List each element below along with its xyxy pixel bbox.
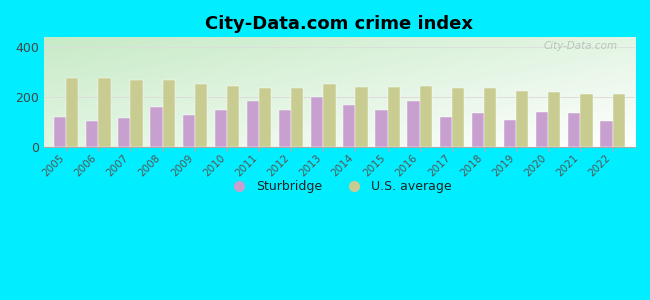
Bar — [54, 117, 66, 147]
Bar — [536, 112, 548, 147]
Bar — [162, 80, 175, 147]
Bar — [279, 110, 291, 147]
Bar — [548, 92, 560, 147]
Bar — [516, 91, 528, 147]
Bar — [195, 84, 207, 147]
Bar — [504, 120, 516, 147]
Bar — [484, 88, 496, 147]
Bar — [66, 78, 79, 147]
Bar — [150, 107, 162, 147]
Legend: Sturbridge, U.S. average: Sturbridge, U.S. average — [222, 175, 457, 198]
Bar — [247, 101, 259, 147]
Text: City-Data.com: City-Data.com — [543, 40, 618, 51]
Bar — [183, 115, 195, 147]
Bar — [98, 78, 110, 147]
Bar — [356, 87, 368, 147]
Bar — [86, 121, 98, 147]
Bar — [131, 80, 143, 147]
Bar — [323, 84, 335, 147]
Bar — [311, 97, 323, 147]
Bar — [452, 88, 464, 147]
Bar — [472, 113, 484, 147]
Bar — [259, 88, 271, 147]
Bar — [601, 121, 612, 147]
Bar — [118, 118, 131, 147]
Bar — [343, 105, 356, 147]
Bar — [408, 101, 420, 147]
Bar — [439, 117, 452, 147]
Title: City-Data.com crime index: City-Data.com crime index — [205, 15, 473, 33]
Bar — [227, 86, 239, 147]
Bar — [291, 88, 304, 147]
Bar — [375, 110, 387, 147]
Bar — [214, 110, 227, 147]
Bar — [612, 94, 625, 147]
Bar — [568, 113, 580, 147]
Bar — [580, 94, 593, 147]
Bar — [387, 87, 400, 147]
Bar — [420, 86, 432, 147]
